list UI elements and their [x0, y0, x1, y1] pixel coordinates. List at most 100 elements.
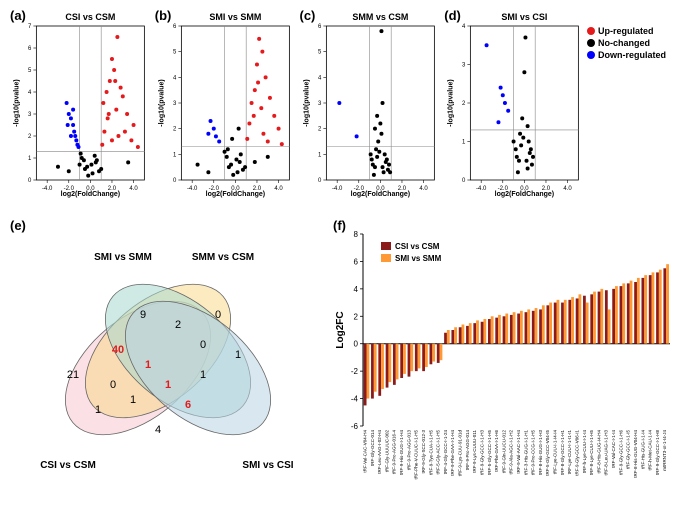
svg-text:tRF-Gly-UUUUC-002: tRF-Gly-UUUUC-002	[384, 430, 389, 473]
svg-text:tRF-9-Gly-GCC-I-1-H8: tRF-9-Gly-GCC-I-1-H8	[655, 430, 660, 475]
volcano-svg-b: SMI vs SMM-4.0-2.00.02.04.00123456log2(F…	[153, 8, 294, 208]
svg-text:1: 1	[165, 379, 171, 391]
svg-text:4: 4	[173, 75, 177, 81]
svg-text:21: 21	[67, 369, 79, 381]
svg-text:tRF-Val-CAC-V04-H4: tRF-Val-CAC-V04-H4	[363, 430, 368, 473]
svg-text:SMM vs CSM: SMM vs CSM	[192, 252, 254, 263]
svg-text:4.0: 4.0	[274, 186, 283, 192]
panel-label-d: (d)	[444, 8, 461, 23]
svg-text:0: 0	[215, 309, 221, 321]
svg-text:tRF-9-Tye-CUA-I-1-H5: tRF-9-Tye-CUA-I-1-H5	[428, 430, 433, 475]
bottom-row: (e) SMI vs SMMSMM vs CSMCSI vs CSMSMI vs…	[8, 218, 677, 518]
volcano-svg-a: CSI vs CSM-4.0-2.00.02.04.001234567log2(…	[8, 8, 149, 208]
svg-text:tRF-8-Lye-CUU-I-1-H5: tRF-8-Lye-CUU-I-1-H5	[589, 430, 594, 476]
svg-text:-4.0: -4.0	[187, 186, 198, 192]
svg-text:3: 3	[462, 63, 466, 69]
bar-panel: (f) -6-4-202468tRF-Val-CAC-V04-H4tRF-Gly…	[331, 218, 677, 518]
svg-text:0: 0	[354, 340, 359, 349]
svg-text:tRF-9-Lys-CUU-91-01d: tRF-9-Lys-CUU-91-01d	[458, 430, 463, 477]
svg-text:0: 0	[110, 379, 116, 391]
svg-text:tRF-9-Gly-GCC-V06-I1: tRF-9-Gly-GCC-V06-I1	[574, 430, 579, 476]
svg-text:SMI vs SMM: SMI vs SMM	[395, 254, 442, 263]
svg-text:2: 2	[173, 127, 177, 133]
legend-nochange-text: No-changed	[598, 38, 650, 48]
svg-text:tRF-8-Gly-GCC-I-1-H1: tRF-8-Gly-GCC-I-1-H1	[560, 430, 565, 475]
svg-text:1: 1	[95, 404, 101, 416]
svg-text:tRF-5-Gly-GCC-I-1-H5: tRF-5-Gly-GCC-I-1-H5	[487, 430, 492, 475]
legend-down-text: Down-regulated	[598, 50, 666, 60]
legend-up: Up-regulated	[587, 26, 677, 36]
svg-text:4: 4	[354, 285, 359, 294]
svg-text:6: 6	[354, 257, 359, 266]
svg-text:tRF-8-His-GUG-V04-H4: tRF-8-His-GUG-V04-H4	[633, 430, 638, 478]
svg-text:4.0: 4.0	[129, 186, 138, 192]
svg-text:tRF-Leu-AAG-I-02-H4: tRF-Leu-AAG-I-02-H4	[377, 430, 382, 474]
svg-text:1: 1	[318, 152, 322, 158]
svg-text:5: 5	[28, 68, 32, 74]
svg-text:tRF-9-Gln-UUCU-012: tRF-9-Gln-UUCU-012	[501, 430, 506, 474]
svg-text:4: 4	[462, 24, 466, 30]
svg-text:-4.0: -4.0	[476, 186, 487, 192]
svg-text:3: 3	[318, 101, 322, 107]
svg-text:6: 6	[318, 24, 322, 30]
svg-text:tRF-Gly-GCC-014: tRF-Gly-GCC-014	[370, 430, 375, 466]
svg-text:3: 3	[28, 112, 32, 118]
svg-text:tRF-9-Pro-AGG-014: tRF-9-Pro-AGG-014	[465, 430, 470, 471]
svg-text:1: 1	[28, 156, 32, 162]
svg-text:tRF-9-Phe-GAA-I-1-H4: tRF-9-Phe-GAA-I-1-H4	[450, 430, 455, 476]
volcano-legend: Up-regulated No-changed Down-regulated	[587, 8, 677, 208]
svg-text:0: 0	[28, 178, 32, 184]
svg-text:tRF-9-Pro-AGG-013: tRF-9-Pro-AGG-013	[406, 430, 411, 471]
panel-label-c: (c)	[300, 8, 316, 23]
volcano-d: (d) SMI vs CSI-4.0-2.00.02.04.001234log2…	[442, 8, 583, 208]
svg-text:1: 1	[145, 359, 151, 371]
svg-text:SMI vs CSI: SMI vs CSI	[242, 460, 293, 471]
svg-text:4.0: 4.0	[564, 186, 573, 192]
svg-text:tRF-9-Gly-GCC-I-1-H3: tRF-9-Gly-GCC-I-1-H3	[479, 430, 484, 475]
svg-text:CSI vs CSM: CSI vs CSM	[65, 12, 115, 22]
svg-text:tRF-9-Gly-GCC-I-1-H6: tRF-9-Gly-GCC-I-1-H6	[618, 430, 623, 475]
svg-text:6: 6	[173, 24, 177, 30]
svg-text:5: 5	[318, 50, 322, 56]
svg-text:CSI vs CSM: CSI vs CSM	[395, 242, 440, 251]
venn-svg: SMI vs SMMSMM vs CSMCSI vs CSMSMI vs CSI…	[8, 218, 323, 518]
panel-label-b: (b)	[155, 8, 172, 23]
svg-text:2: 2	[354, 312, 359, 321]
svg-text:SMM vs CSM: SMM vs CSM	[352, 12, 408, 22]
svg-text:40: 40	[112, 344, 124, 356]
panel-label-a: (a)	[10, 8, 26, 23]
svg-text:tRF-5-Gly-GCC-V04-I5: tRF-5-Gly-GCC-V04-I5	[545, 430, 550, 476]
svg-text:log2(FoldChange): log2(FoldChange)	[350, 191, 410, 198]
svg-text:Log2FC: Log2FC	[335, 311, 346, 348]
svg-text:tRF-Phe-V-CUUC-I-1-H5: tRF-Phe-V-CUUC-I-1-H5	[414, 430, 419, 480]
bar-svg: -6-4-202468tRF-Val-CAC-V04-H4tRF-Gly-GCC…	[331, 218, 676, 518]
svg-text:4.0: 4.0	[419, 186, 428, 192]
svg-text:9: 9	[140, 309, 146, 321]
svg-text:2: 2	[28, 134, 32, 140]
svg-text:-log10(pvalue): -log10(pvalue)	[13, 79, 20, 126]
svg-text:2: 2	[175, 319, 181, 331]
legend-up-text: Up-regulated	[598, 26, 654, 36]
volcano-a: (a) CSI vs CSM-4.0-2.00.02.04.001234567l…	[8, 8, 149, 208]
svg-text:tRF-9-Val-AAC-I-1-H4: tRF-9-Val-AAC-I-1-H4	[516, 430, 521, 474]
panel-label-f: (f)	[333, 218, 346, 233]
volcano-c: (c) SMM vs CSM-4.0-2.00.02.04.00123456lo…	[298, 8, 439, 208]
svg-text:tRF-3-His-GUG-I-1-H1: tRF-3-His-GUG-I-1-H1	[523, 430, 528, 475]
legend-dot-up	[587, 27, 595, 35]
svg-text:tRF-h-Met-CAU-1-I4: tRF-h-Met-CAU-1-I4	[648, 430, 653, 471]
svg-text:0: 0	[462, 178, 466, 184]
svg-text:-log10(pvalue): -log10(pvalue)	[303, 79, 310, 126]
svg-text:tRF-His-GUG-I-1-I4: tRF-His-GUG-I-1-I4	[640, 430, 645, 469]
svg-text:SMI vs SMM: SMI vs SMM	[209, 12, 261, 22]
svg-text:6: 6	[28, 46, 32, 52]
svg-text:1: 1	[173, 152, 177, 158]
svg-text:5: 5	[173, 50, 177, 56]
svg-text:-log10(pvalue): -log10(pvalue)	[448, 79, 455, 126]
svg-text:8: 8	[354, 230, 359, 239]
legend-dot-down	[587, 51, 595, 59]
volcano-b: (b) SMI vs SMM-4.0-2.00.02.04.00123456lo…	[153, 8, 294, 208]
svg-text:tRF-4-Gly-GCC-I-1-24: tRF-4-Gly-GCC-I-1-24	[443, 430, 448, 475]
svg-text:2: 2	[462, 101, 466, 107]
svg-text:tRF-8-Leu-UAG-I-1-H3: tRF-8-Leu-UAG-I-1-H3	[604, 430, 609, 476]
svg-text:4: 4	[155, 424, 161, 436]
